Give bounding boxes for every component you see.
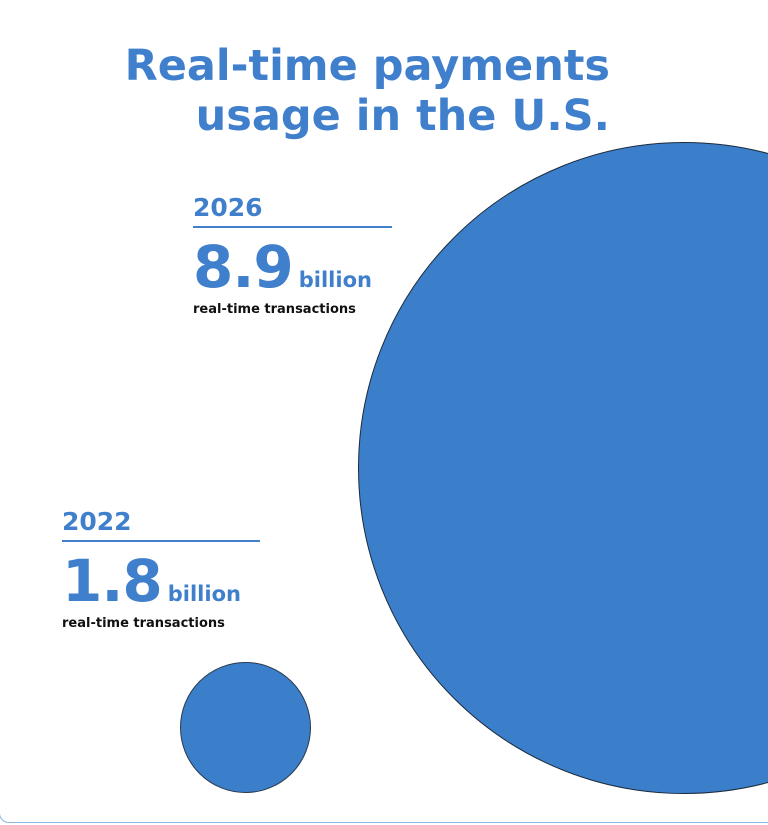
bubble-2022 bbox=[180, 662, 311, 793]
stat-unit: billion bbox=[298, 268, 372, 292]
stat-description: real-time transactions bbox=[62, 616, 225, 631]
stat-value-row: 8.9 billion bbox=[193, 238, 392, 296]
stat-2022: 2022 1.8 billion real-time transactions bbox=[62, 507, 260, 631]
stat-value: 1.8 bbox=[62, 547, 163, 615]
stat-year: 2022 bbox=[62, 507, 132, 536]
stat-unit: billion bbox=[167, 582, 241, 606]
stat-value: 8.9 bbox=[193, 233, 294, 301]
stat-description: real-time transactions bbox=[193, 302, 356, 317]
page-title: Real-time payments usage in the U.S. bbox=[125, 41, 610, 141]
title-line-2: usage in the U.S. bbox=[195, 91, 610, 141]
divider bbox=[193, 226, 392, 228]
stat-year: 2026 bbox=[193, 193, 263, 222]
title-line-1: Real-time payments bbox=[124, 41, 610, 91]
stat-2026: 2026 8.9 billion real-time transactions bbox=[193, 193, 392, 317]
divider bbox=[62, 540, 260, 542]
stat-value-row: 1.8 billion bbox=[62, 552, 260, 610]
bubble-2026 bbox=[358, 142, 768, 794]
